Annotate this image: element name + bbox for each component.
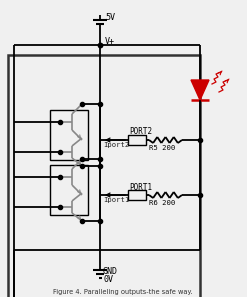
Text: R6 200: R6 200: [149, 200, 175, 206]
Text: Figure 4. Paralleling outputs-the safe way.: Figure 4. Paralleling outputs-the safe w…: [53, 289, 193, 295]
Text: Iport2: Iport2: [103, 142, 129, 148]
Bar: [128, 190, 146, 200]
Text: GND: GND: [103, 266, 118, 276]
Text: 0V: 0V: [103, 276, 113, 285]
Text: PORT1: PORT1: [129, 182, 152, 192]
Polygon shape: [191, 80, 209, 100]
Text: PORT2: PORT2: [129, 127, 152, 137]
Text: V+: V+: [105, 37, 115, 47]
Text: Iport1: Iport1: [103, 197, 129, 203]
Text: 5V: 5V: [105, 13, 115, 23]
Bar: [128, 135, 146, 145]
Text: R5 200: R5 200: [149, 145, 175, 151]
Bar: [8, 55, 200, 297]
Bar: [50, 110, 88, 160]
Bar: [50, 165, 88, 215]
